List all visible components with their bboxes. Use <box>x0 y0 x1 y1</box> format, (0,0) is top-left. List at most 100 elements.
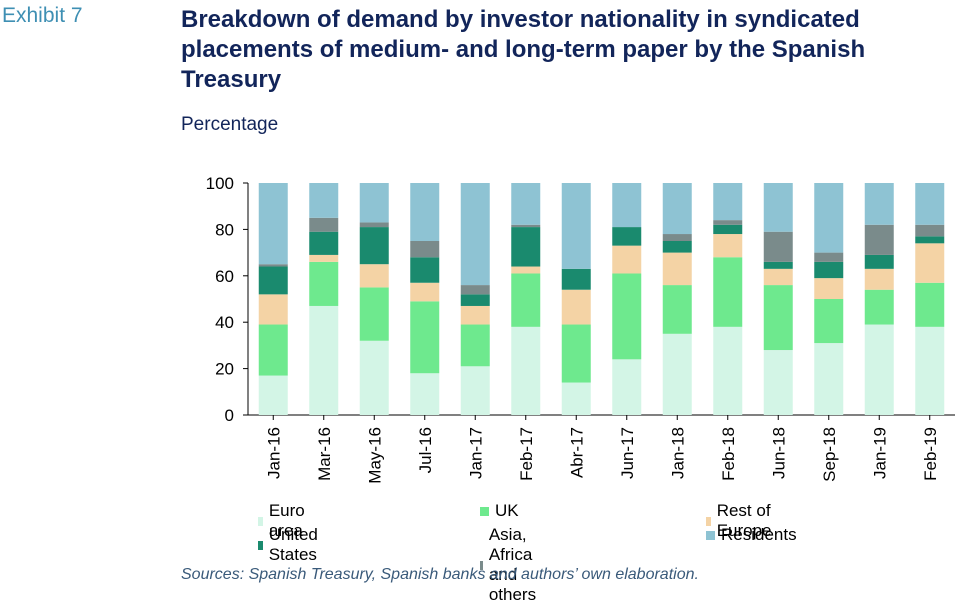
legend-label: UK <box>495 501 519 520</box>
bar-segment-euro-area <box>309 305 339 415</box>
bar-segment-residents <box>864 183 894 225</box>
bar-segment-rest-of-europe <box>915 243 945 283</box>
x-tick-label: Feb-18 <box>719 427 738 481</box>
bar-segment-rest-of-europe <box>460 305 490 325</box>
bar-segment-residents <box>410 183 440 241</box>
bar-segment-asia-africa-and-others <box>309 217 339 232</box>
bar-segment-residents <box>713 183 743 221</box>
x-tick-label: Sep-18 <box>820 427 839 482</box>
bar-segment-united-states <box>561 268 591 290</box>
bar-segment-rest-of-europe <box>359 264 389 288</box>
bar-segment-united-states <box>814 261 844 279</box>
legend-swatch <box>706 530 715 540</box>
bar-segment-uk <box>763 285 793 351</box>
source-note: Sources: Spanish Treasury, Spanish banks… <box>181 566 699 583</box>
bar-segment-residents <box>662 183 692 235</box>
legend-swatch <box>480 506 489 516</box>
bar-segment-uk <box>309 261 339 306</box>
x-tick-label: May-16 <box>365 427 384 484</box>
stacked-bar-chart: 0 20 40 60 80 100 Jan-16 Mar-16 May-16 Jul-16 Jan-… <box>206 174 955 484</box>
bar-segment-united-states <box>258 266 288 295</box>
x-tick-label: Jan-19 <box>870 427 889 479</box>
legend-swatch <box>258 540 263 550</box>
legend-swatch <box>706 516 711 526</box>
bar-segment-asia-africa-and-others <box>915 224 945 237</box>
y-tick-label: 80 <box>215 220 234 239</box>
chart-subtitle: Percentage <box>181 114 279 135</box>
legend-item: Residents <box>706 525 797 545</box>
legend-item: UK <box>480 501 519 521</box>
x-tick-label: Jun-18 <box>769 427 788 479</box>
bar-segment-uk <box>814 299 844 344</box>
bar-segment-euro-area <box>612 359 642 415</box>
bar-segment-asia-africa-and-others <box>763 231 793 262</box>
legend-item: Asia, Africa and others <box>480 525 542 605</box>
x-tick-label: Jan-17 <box>466 427 485 479</box>
bar-segment-united-states <box>763 261 793 269</box>
legend-item: Euro area <box>258 501 309 541</box>
bar-segment-united-states <box>511 227 541 267</box>
bar-segment-uk <box>561 324 591 383</box>
bar-segment-united-states <box>864 254 894 269</box>
legend-item: United States <box>258 525 322 565</box>
legend-item: Rest of Europe <box>706 501 776 541</box>
bar-segment-united-states <box>662 241 692 253</box>
bar-segment-uk <box>410 301 440 374</box>
legend-label: Residents <box>721 525 797 544</box>
bar-segment-euro-area <box>814 343 844 415</box>
bar-segment-residents <box>612 183 642 228</box>
bar-segment-residents <box>258 183 288 265</box>
bar-segment-united-states <box>309 231 339 255</box>
bar-segment-uk <box>460 324 490 367</box>
exhibit-label: Exhibit 7 <box>2 4 83 27</box>
bar-segment-asia-africa-and-others <box>258 264 288 267</box>
x-tick-label: Jul-16 <box>416 427 435 473</box>
legend-swatch <box>480 560 483 570</box>
bar-segment-euro-area <box>561 382 591 415</box>
y-tick-label: 40 <box>215 313 234 332</box>
x-tick-label: Jan-18 <box>668 427 687 479</box>
x-tick-label: Feb-19 <box>921 427 940 481</box>
bar-segment-residents <box>814 183 844 253</box>
y-tick-label: 20 <box>215 360 234 379</box>
bar-segment-uk <box>915 282 945 327</box>
x-tick-label: Jun-17 <box>618 427 637 479</box>
legend-label: United States <box>268 525 318 564</box>
bar-segment-euro-area <box>915 326 945 415</box>
bar-segment-residents <box>561 183 591 269</box>
bar-segment-rest-of-europe <box>309 254 339 262</box>
bar-segment-euro-area <box>713 326 743 415</box>
bar-segment-rest-of-europe <box>258 294 288 325</box>
chart-title: Breakdown of demand by investor national… <box>181 6 866 93</box>
bar-segment-residents <box>915 183 945 225</box>
legend-label: Euro area <box>268 501 305 540</box>
x-tick-label: Mar-16 <box>315 427 334 481</box>
bar-segment-asia-africa-and-others <box>662 234 692 241</box>
bar-segment-united-states <box>612 227 642 246</box>
legend-swatch <box>258 516 263 526</box>
bar-segment-euro-area <box>864 324 894 415</box>
bar-segment-united-states <box>410 257 440 283</box>
y-tick-label: 100 <box>206 174 234 193</box>
bar-segment-rest-of-europe <box>410 282 440 302</box>
bar-segment-asia-africa-and-others <box>460 285 490 295</box>
bar-segment-euro-area <box>763 350 793 415</box>
bar-segment-residents <box>359 183 389 223</box>
bar-segment-uk <box>359 287 389 341</box>
bar-segment-euro-area <box>258 375 288 415</box>
bar-segment-uk <box>612 273 642 360</box>
bar-segment-rest-of-europe <box>612 245 642 274</box>
bar-segment-united-states <box>460 294 490 306</box>
bar-segment-residents <box>511 183 541 225</box>
bar-segment-asia-africa-and-others <box>359 222 389 228</box>
y-tick-label: 0 <box>225 406 234 425</box>
bar-segment-euro-area <box>662 333 692 415</box>
bar-segment-united-states <box>915 236 945 244</box>
bar-segment-euro-area <box>359 340 389 415</box>
bar-segment-rest-of-europe <box>763 268 793 286</box>
x-tick-label: Jan-16 <box>264 427 283 479</box>
bar-segment-residents <box>460 183 490 286</box>
bar-segment-uk <box>864 289 894 325</box>
bar-segment-residents <box>309 183 339 218</box>
bar-segment-euro-area <box>410 373 440 415</box>
